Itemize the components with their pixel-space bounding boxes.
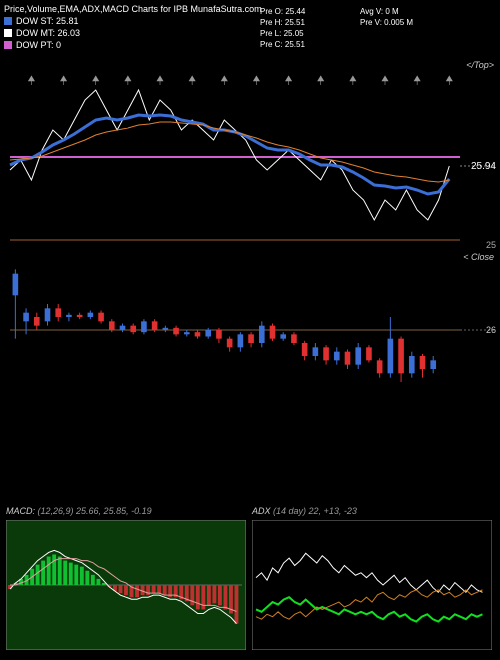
price-chart: 25.94 25 — [0, 60, 500, 250]
macd-label: MACD: (12,26,9) 25.66, 25.85, -0.19 — [6, 506, 152, 516]
chart-title: Price,Volume,EMA,ADX,MACD Charts for IPB… — [4, 4, 262, 14]
svg-text:26: 26 — [486, 325, 496, 335]
legend: DOW ST: 25.81DOW MT: 26.03DOW PT: 0 — [4, 16, 80, 52]
svg-text:25: 25 — [486, 240, 496, 250]
adx-chart — [252, 520, 492, 650]
candlestick-chart: 26 — [0, 260, 500, 400]
svg-text:25.94: 25.94 — [471, 161, 496, 172]
volume-stats: Avg V: 0 MPre V: 0.005 M — [360, 6, 413, 28]
macd-chart — [6, 520, 246, 650]
adx-label: ADX (14 day) 22, +13, -23 — [252, 506, 357, 516]
ohlc-stats: Pre O: 25.44Pre H: 25.51Pre L: 25.05Pre … — [260, 6, 305, 50]
